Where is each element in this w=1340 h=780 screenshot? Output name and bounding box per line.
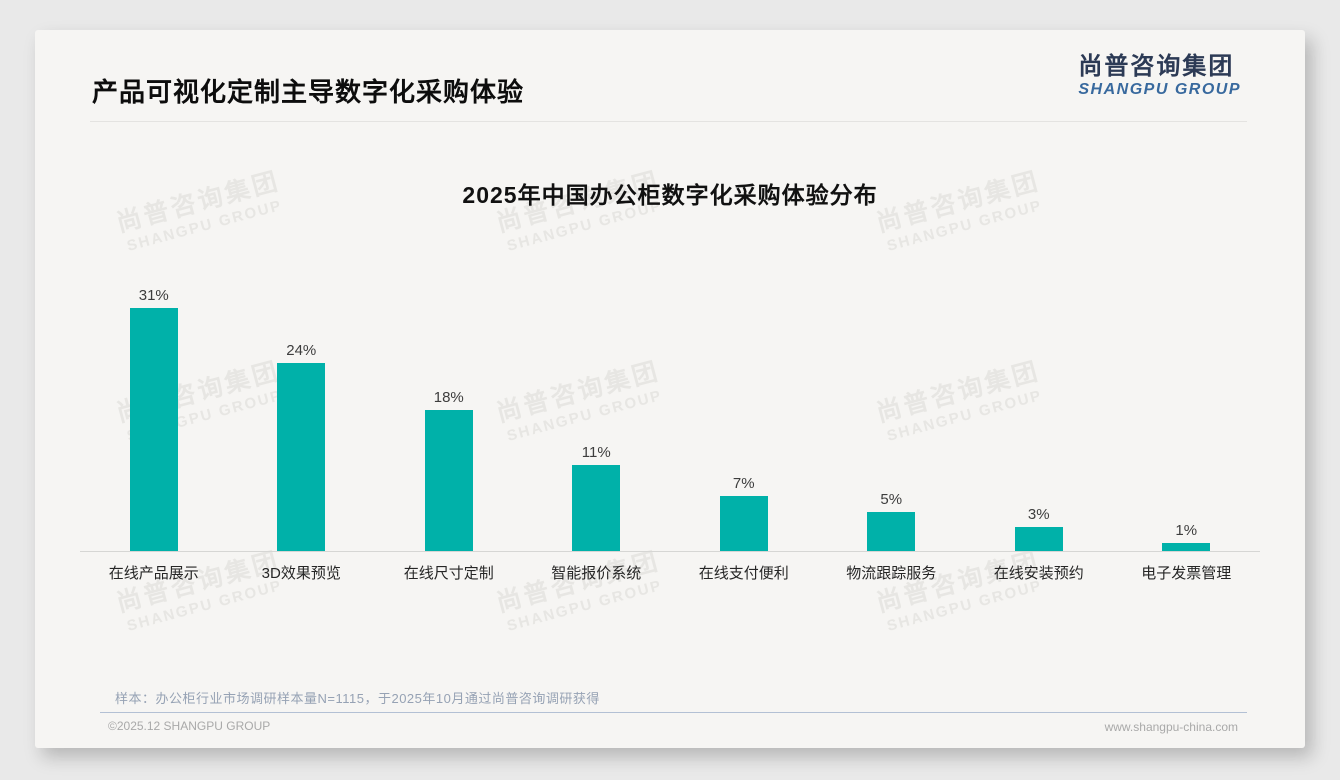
bar-column: 31% [80,287,228,551]
bar-column: 3% [965,506,1113,551]
bar-value-label: 5% [880,491,903,508]
bar-column: 18% [375,389,523,551]
bar-value-label: 18% [433,389,464,406]
chart-title: 2025年中国办公柜数字化采购体验分布 [462,182,878,208]
sample-note: 样本：办公柜行业市场调研样本量N=1115，于2025年10月通过尚普咨询调研获… [115,691,600,706]
category-axis: 在线产品展示 3D效果预览 在线尺寸定制 智能报价系统 在线支付便利 物流跟踪服务 在线安装… [80,562,1260,583]
category-label: 在线尺寸定制 [403,565,494,582]
bar [572,465,621,551]
bar [867,512,916,551]
page-title: 产品可视化定制主导数字化采购体验 [92,77,525,107]
bar [1014,527,1063,551]
bar [1162,543,1211,551]
website-url: www.shangpu-china.com [1104,720,1238,734]
category-label: 在线支付便利 [698,565,789,582]
bar-column: 5% [818,491,966,551]
bar-chart-plot: 31% 24% 18% 11% 7% 5% 3% 1% [80,222,1260,552]
logo-english-text: SHANGPU GROUP [1078,81,1241,99]
slide-card: 尚普咨询集团 SHANGPU GROUP 尚普咨询集团 SHANGPU GROUP 尚普… [35,30,1305,748]
category-label: 智能报价系统 [551,565,642,582]
bar [129,308,178,551]
bar [719,496,768,551]
bar-value-label: 11% [581,444,611,461]
copyright-text: ©2025.12 SHANGPU GROUP [108,719,271,733]
bar-value-label: 24% [286,342,317,359]
title-divider [90,121,1247,122]
bar-column: 11% [523,444,671,551]
category-label: 在线产品展示 [108,565,199,582]
category-label: 3D效果预览 [261,565,341,582]
bar-column: 24% [228,342,376,551]
category-label: 物流跟踪服务 [846,565,937,582]
bar-value-label: 1% [1175,522,1198,539]
bar [277,363,326,551]
category-label: 电子发票管理 [1141,565,1232,582]
footer-divider [100,712,1247,713]
bar-value-label: 31% [138,287,169,304]
bar-value-label: 7% [732,475,755,492]
bar-column: 1% [1113,522,1261,551]
bar-value-label: 3% [1027,506,1050,523]
company-logo: 尚普咨询集团 SHANGPU GROUP [1078,53,1241,100]
bar-column: 7% [670,475,818,551]
bar [424,410,473,551]
category-label: 在线安装预约 [993,565,1084,582]
logo-chinese-text: 尚普咨询集团 [1078,53,1235,80]
